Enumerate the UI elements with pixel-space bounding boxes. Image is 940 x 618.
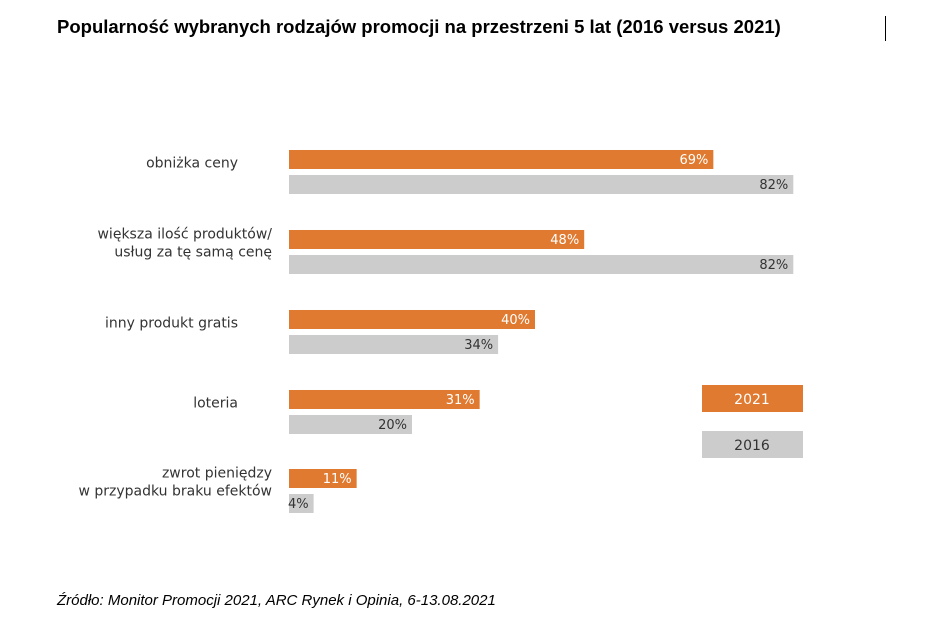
value-label-2016: 20%: [378, 418, 407, 433]
value-label-2021: 31%: [446, 393, 475, 408]
legend-swatch-2021: [702, 385, 803, 412]
bar-2021: [289, 230, 585, 249]
value-label-2016: 82%: [759, 178, 788, 193]
value-label-2021: 40%: [501, 313, 530, 328]
value-label-2021: 11%: [323, 472, 352, 487]
text-cursor: [885, 16, 886, 41]
legend-label-2021: 2021: [734, 392, 770, 408]
value-label-2016: 4%: [288, 497, 309, 512]
bar-2016: [289, 175, 794, 194]
category-label: większa ilość produktów/: [97, 227, 272, 243]
legend-label-2016: 2016: [734, 438, 770, 454]
value-label-2021: 69%: [679, 153, 708, 168]
category-label: usług za tę samą cenę: [114, 245, 272, 261]
value-label-2016: 82%: [759, 258, 788, 273]
category-label: zwrot pieniędzy: [162, 466, 272, 482]
bar-2021: [289, 150, 714, 169]
bar-2021: [289, 469, 357, 488]
legend-swatch-2016: [702, 431, 803, 458]
category-label: inny produkt gratis: [105, 316, 238, 332]
bar-2016: [289, 335, 499, 354]
bar-2016: [289, 494, 314, 513]
source-note: Źródło: Monitor Promocji 2021, ARC Rynek…: [57, 592, 496, 609]
value-label-2021: 48%: [550, 233, 579, 248]
category-label: w przypadku braku efektów: [78, 484, 272, 500]
category-label: obniżka ceny: [146, 156, 238, 172]
bar-2016: [289, 415, 412, 434]
bar-2021: [289, 390, 480, 409]
bar-2016: [289, 255, 794, 274]
value-label-2016: 34%: [464, 338, 493, 353]
category-label: loteria: [193, 396, 238, 412]
bar-2021: [289, 310, 535, 329]
chart-title: Popularność wybranych rodzajów promocji …: [57, 16, 781, 37]
